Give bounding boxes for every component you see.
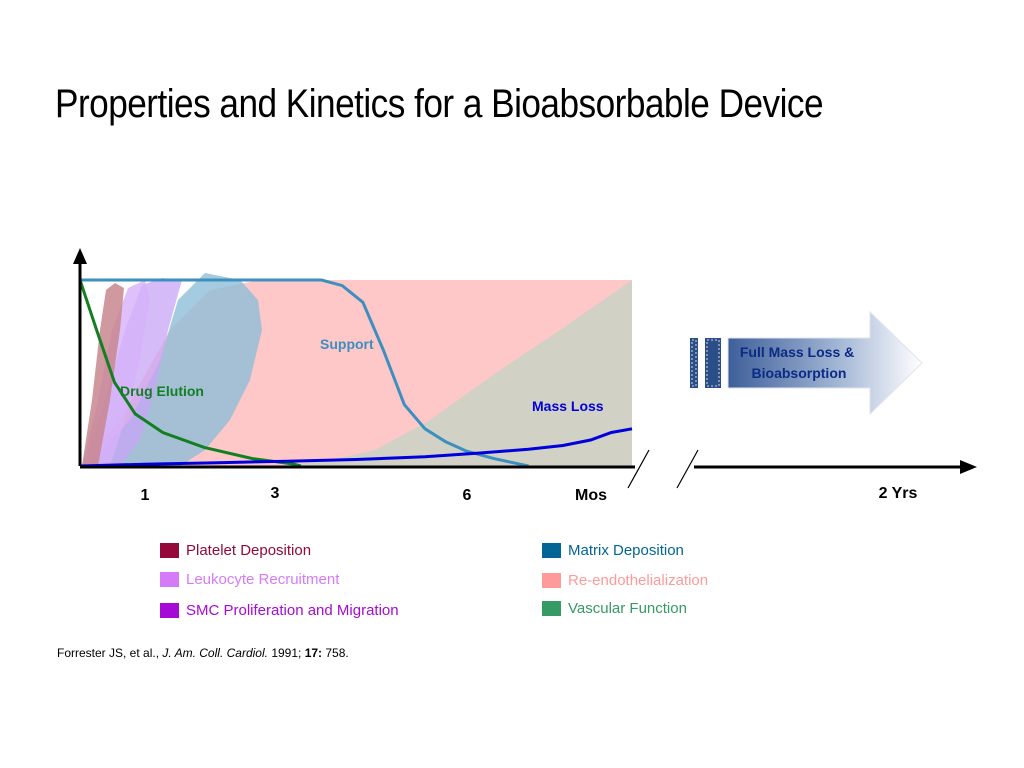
matrix-swatch	[542, 543, 561, 558]
legend-label: Vascular Function	[568, 600, 687, 617]
axis-break-marks	[627, 449, 699, 489]
full-mass-loss-arrow: Full Mass Loss & Bioabsorption	[690, 310, 923, 416]
x-unit-label: Mos	[575, 487, 607, 504]
support-label: Support	[320, 336, 374, 352]
legend-label: Matrix Deposition	[568, 542, 684, 559]
mass-loss-label: Mass Loss	[532, 398, 604, 414]
citation-authors: Forrester JS, et al.,	[57, 646, 160, 660]
citation-year: 1991;	[271, 646, 302, 660]
legend-label: Leukocyte Recruitment	[186, 571, 340, 588]
y-axis	[73, 248, 87, 466]
legend-item-smc: SMC Proliferation and Migration	[160, 602, 399, 619]
legend-label: SMC Proliferation and Migration	[186, 602, 399, 619]
leukocyte-swatch	[160, 572, 179, 587]
drug-elution-label: Drug Elution	[120, 383, 204, 399]
legend-item-reendo: Re-endothelialization	[542, 572, 708, 589]
full-mass-loss-label: Full Mass Loss & Bioabsorption	[740, 344, 858, 381]
legend-label: Platelet Deposition	[186, 542, 312, 559]
citation: Forrester JS, et al., J. Am. Coll. Cardi…	[57, 646, 349, 660]
reendo-swatch	[542, 573, 561, 588]
x-tick-2yrs: 2 Yrs	[879, 485, 918, 502]
citation-journal: J. Am. Coll. Cardiol.	[162, 646, 268, 660]
x-tick-1: 1	[141, 487, 150, 504]
x-axis	[80, 460, 977, 474]
smc-swatch	[160, 603, 179, 618]
vascular-function-area	[80, 280, 632, 466]
legend-item-platelet: Platelet Deposition	[160, 542, 311, 559]
x-tick-3: 3	[271, 485, 280, 502]
vascular-swatch	[542, 601, 561, 616]
legend-item-matrix: Matrix Deposition	[542, 542, 684, 559]
legend-label: Re-endothelialization	[568, 572, 709, 589]
platelet-deposition-area	[82, 283, 124, 466]
legend-item-vascular: Vascular Function	[542, 600, 687, 617]
support-curve	[80, 278, 529, 468]
page-title: Properties and Kinetics for a Bioabsorba…	[55, 82, 824, 126]
citation-volume: 17:	[304, 646, 323, 660]
platelet-swatch	[160, 543, 179, 558]
matrix-deposition-area	[84, 273, 262, 466]
legend-item-leukocyte: Leukocyte Recruitment	[160, 571, 339, 588]
x-tick-6: 6	[463, 487, 472, 504]
mass-loss-curve	[79, 427, 633, 468]
citation-page: 758.	[325, 646, 349, 660]
